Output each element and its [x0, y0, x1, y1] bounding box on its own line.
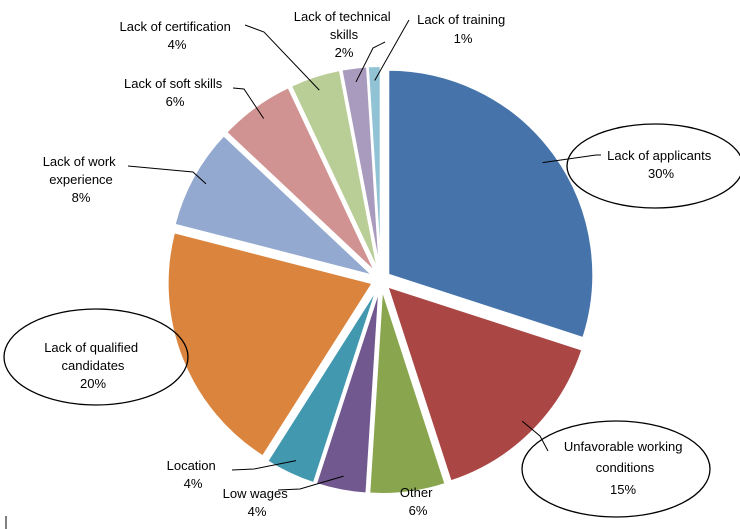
pie-slice-lack-of-training — [366, 65, 382, 272]
leader-line-low-wages — [277, 475, 344, 491]
leader-line-lack-of-training — [374, 19, 410, 81]
callout-ellipses — [3, 123, 740, 518]
callout-ellipse-lack-of-qualified-candidates — [3, 308, 189, 406]
leader-line-lack-of-work-experience — [127, 165, 207, 185]
label-unfavorable-working-conditions: Unfavorable working conditions 15% — [564, 439, 686, 497]
pie-slice-lack-of-applicants — [387, 68, 595, 340]
leader-lines — [127, 19, 601, 491]
leader-line-lack-of-certification — [244, 24, 320, 91]
label-lack-of-applicants: Lack of applicants 30% — [607, 148, 715, 181]
label-low-wages: Low wages 4% — [223, 486, 292, 519]
callout-ellipse-unfavorable-working-conditions — [521, 420, 711, 518]
label-location: Location 4% — [167, 458, 220, 491]
label-lack-of-technical-skills: Lack of technical skills 2% — [294, 9, 394, 60]
pie-slice-lack-of-soft-skills — [224, 85, 377, 274]
label-other: Other 6% — [400, 485, 436, 518]
pie-slice-lack-of-work-experience — [173, 133, 374, 277]
pie-slices — [166, 65, 595, 495]
label-lack-of-certification: Lack of certification 4% — [120, 19, 235, 52]
label-lack-of-work-experience: Lack of work experience 8% — [43, 154, 120, 205]
label-lack-of-training: Lack of training 1% — [417, 12, 509, 46]
label-lack-of-soft-skills: Lack of soft skills 6% — [124, 76, 226, 109]
label-lack-of-qualified-candidates: Lack of qualified candidates 20% — [44, 340, 142, 391]
slice-labels: Lack of applicants 30% Unfavorable worki… — [43, 9, 715, 519]
leader-line-unfavorable-working-conditions — [521, 420, 549, 452]
leader-line-lack-of-applicants — [542, 154, 601, 164]
leader-line-lack-of-technical-skills — [355, 41, 386, 83]
leader-line-location — [231, 460, 297, 471]
pie-slice-lack-of-qualified-candidates — [166, 231, 375, 458]
leader-line-lack-of-soft-skills — [232, 87, 265, 119]
pie-slice-unfavorable-working-conditions — [385, 284, 584, 483]
callout-ellipse-lack-of-applicants — [566, 123, 740, 209]
pie-slice-location — [265, 287, 379, 485]
pie-slice-other — [368, 288, 447, 495]
pie-slice-lack-of-certification — [289, 68, 380, 272]
